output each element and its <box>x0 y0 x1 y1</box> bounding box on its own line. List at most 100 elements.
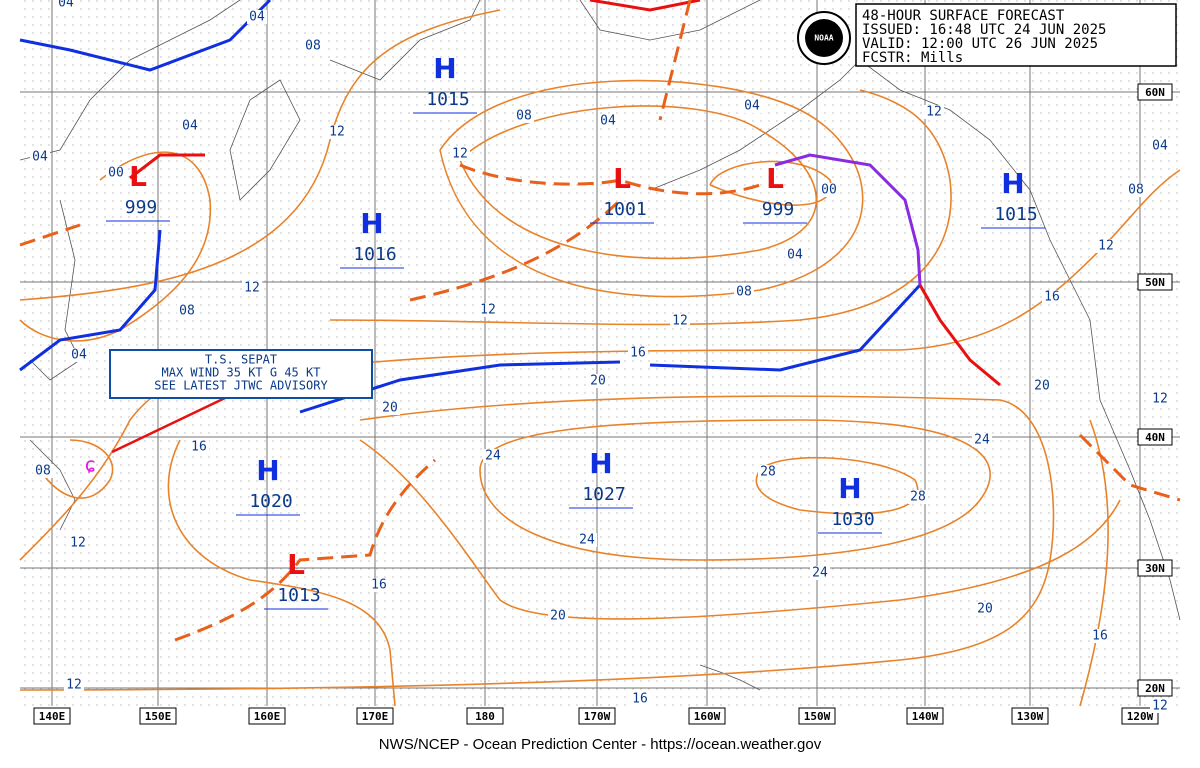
storm-advisory-line: T.S. SEPAT <box>205 353 277 367</box>
isobar-label: 04 <box>32 150 48 165</box>
lat-label-box <box>1137 83 1173 101</box>
isobar-label: 12 <box>452 147 468 162</box>
isobar-label: 08 <box>516 109 532 124</box>
isobar-label-bg <box>924 105 944 119</box>
isobar-label-bg <box>303 39 323 53</box>
lon-label: 120W <box>1127 710 1154 723</box>
isobar-label: 12 <box>66 678 82 693</box>
pressure-center-symbol: H <box>256 454 279 487</box>
isobar-label: 16 <box>371 578 387 593</box>
isobar-label-bg <box>548 609 568 623</box>
header-line: VALID: 12:00 UTC 26 JUN 2025 <box>862 36 1098 52</box>
isobar-label: 20 <box>382 401 398 416</box>
isobar-label: 08 <box>1128 183 1144 198</box>
isobar-label: 16 <box>191 440 207 455</box>
isobar-label: 24 <box>974 433 990 448</box>
labels: 140E 150E 160E 170E 180 170W 160W 150W 140W 130W 1… <box>30 0 1173 725</box>
isobar-label-bg <box>33 464 53 478</box>
isobar-label-bg <box>327 125 347 139</box>
isobar-label-bg <box>1042 290 1062 304</box>
isobar-label: 12 <box>1152 392 1168 407</box>
pressure-center-symbol: L <box>287 548 305 581</box>
header-line: FCSTR: Mills <box>862 50 963 66</box>
lat-label: 60N <box>1145 86 1165 99</box>
isobar-label: 28 <box>760 465 776 480</box>
isobar-label: 16 <box>1044 290 1060 305</box>
storm-box <box>109 349 373 399</box>
lat-label: 50N <box>1145 276 1165 289</box>
logo-text: NOAA <box>814 34 833 43</box>
lon-label: 160W <box>694 710 721 723</box>
coastlines <box>19 0 1181 691</box>
pressure-center-symbol: H <box>360 207 383 240</box>
lon-label-box <box>466 707 504 725</box>
isobar-label: 00 <box>821 183 837 198</box>
lon-label-box <box>1121 707 1159 725</box>
lat-label: 40N <box>1145 431 1165 444</box>
lon-label: 150E <box>145 710 172 723</box>
isobar-label: 04 <box>249 10 265 25</box>
isobar-label: 04 <box>1152 139 1168 154</box>
isobar-label-bg <box>819 183 839 197</box>
isobar-label-bg <box>380 401 400 415</box>
isobar-label: 16 <box>630 346 646 361</box>
isobar-label: 20 <box>977 602 993 617</box>
isobar-label-bg <box>972 433 992 447</box>
isobar-label: 20 <box>590 374 606 389</box>
pressure-center-symbol: L <box>766 162 784 195</box>
central-pressure: 1016 <box>353 244 396 265</box>
isobar-label: 04 <box>71 348 87 363</box>
isobar-label-bg <box>1126 183 1146 197</box>
isobar-label: 12 <box>480 303 496 318</box>
isobar-label-bg <box>369 578 389 592</box>
isobar-label: 12 <box>244 281 260 296</box>
isobar-label-bg <box>450 147 470 161</box>
isobar-label-bg <box>810 566 830 580</box>
lat-label-box <box>1137 679 1173 697</box>
central-pressure: 999 <box>762 199 795 220</box>
isobar-label-bg <box>908 490 928 504</box>
isobar-label-bg <box>628 346 648 360</box>
isobar-label-bg <box>758 465 778 479</box>
isobar-label: 12 <box>926 105 942 120</box>
lon-label-box <box>248 707 286 725</box>
central-pressure: 1001 <box>603 199 646 220</box>
isobar-label-bg <box>514 109 534 123</box>
lon-label: 160E <box>254 710 281 723</box>
central-pressure: 1015 <box>426 89 469 110</box>
lon-label-box <box>1011 707 1049 725</box>
lon-label-box <box>356 707 394 725</box>
isobar-label-bg <box>577 533 597 547</box>
lon-label-box <box>688 707 726 725</box>
isobar-label: 24 <box>485 449 501 464</box>
isobar-label-bg <box>1150 699 1170 713</box>
isobar-label: 00 <box>108 166 124 181</box>
isobar-label-bg <box>106 166 126 180</box>
header-line: ISSUED: 16:48 UTC 24 JUN 2025 <box>862 22 1106 38</box>
pressure-center-symbol: L <box>129 160 147 193</box>
lat-label-box <box>1137 428 1173 446</box>
header-box <box>797 3 1177 67</box>
lon-label-box <box>798 707 836 725</box>
isobar-label: 16 <box>1092 629 1108 644</box>
header-line: 48-HOUR SURFACE FORECAST <box>862 8 1065 24</box>
isobar-label-bg <box>64 678 84 692</box>
isobar-label: 24 <box>579 533 595 548</box>
pressure-center-symbol: H <box>433 52 456 85</box>
lon-label-box <box>906 707 944 725</box>
isobar-label: 12 <box>70 536 86 551</box>
isobar-label: 12 <box>672 314 688 329</box>
isobar-label: 20 <box>1034 379 1050 394</box>
isobar-label-bg <box>1150 392 1170 406</box>
storm-advisory-line: SEE LATEST JTWC ADVISORY <box>154 379 328 393</box>
lon-label: 180 <box>475 710 495 723</box>
lon-label: 140E <box>39 710 66 723</box>
lat-label-box <box>1137 273 1173 291</box>
lon-label: 170E <box>362 710 389 723</box>
lon-label: 130W <box>1017 710 1044 723</box>
isobar-label: 08 <box>305 39 321 54</box>
isobar-label-bg <box>1096 239 1116 253</box>
isobar-label-bg <box>1090 629 1110 643</box>
lat-label: 20N <box>1145 682 1165 695</box>
isobar-label: 04 <box>600 114 616 129</box>
